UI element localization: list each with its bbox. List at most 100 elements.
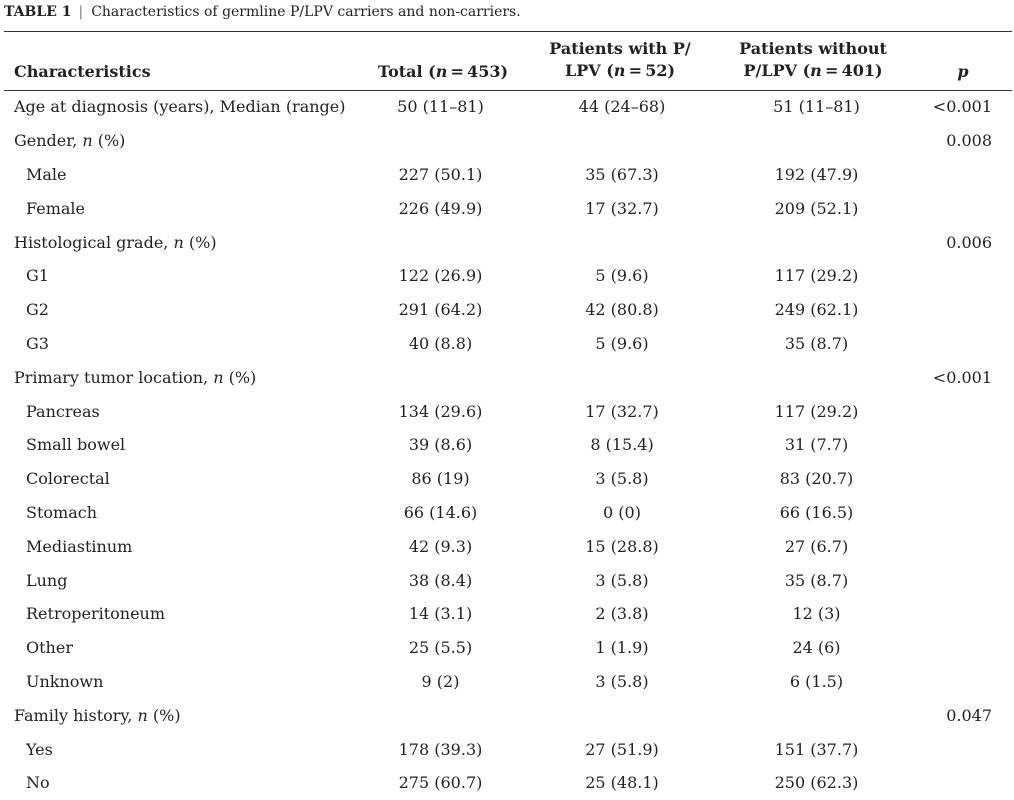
row-label-text: Lung <box>26 570 68 590</box>
cell-with-carriers: 15 (28.8) <box>585 536 659 556</box>
cell-without-carriers: 51 (11–81) <box>773 97 860 117</box>
table-body: Age at diagnosis (years), Median (range)… <box>0 90 1014 800</box>
top-rule <box>4 31 1012 32</box>
table-row: Female 226 (49.9) 17 (32.7) 209 (52.1) <box>0 191 1014 225</box>
cell-total: 291 (64.2) <box>398 300 483 320</box>
cell-without-carriers: 117 (29.2) <box>774 266 859 286</box>
row-label-text: Mediastinum <box>26 536 133 556</box>
cell-total: 40 (8.8) <box>408 333 473 353</box>
cell-with-carriers: 27 (51.9) <box>585 739 659 759</box>
table-row: G1 122 (26.9) 5 (9.6) 117 (29.2) <box>0 259 1014 293</box>
cell-p-value: 0.008 <box>946 131 992 151</box>
header-characteristics: Characteristics <box>14 62 151 81</box>
cell-with-carriers: 1 (1.9) <box>595 638 649 658</box>
row-label-n: n <box>173 232 184 252</box>
row-label: G2 <box>0 293 378 327</box>
row-label: Family history, n (%) <box>0 698 378 732</box>
cell-with-carriers: 44 (24–68) <box>578 97 666 117</box>
row-label-text: Male <box>26 164 67 184</box>
cell-without-carriers: 250 (62.3) <box>774 773 859 793</box>
cell-total: 50 (11–81) <box>397 97 484 117</box>
cell-with-carriers: 17 (32.7) <box>585 401 659 421</box>
row-label-text: Pancreas <box>26 401 100 421</box>
cell-total: 122 (26.9) <box>398 266 483 286</box>
row-label-text: Yes <box>26 739 53 759</box>
caption-separator: | <box>78 4 84 20</box>
header-with-carriers-line1: Patients with P/ <box>549 39 691 58</box>
cell-without-carriers: 27 (6.7) <box>784 536 849 556</box>
cell-total <box>378 225 503 259</box>
cell-p-value <box>892 293 1014 327</box>
cell-p-value <box>892 259 1014 293</box>
cell-p-value <box>892 394 1014 428</box>
cell-p-value <box>892 732 1014 766</box>
cell-without-carriers: 192 (47.9) <box>774 164 859 184</box>
cell-p-value <box>892 496 1014 530</box>
cell-p-value <box>892 529 1014 563</box>
header-without-carriers: Patients without P/LPV (n = 401) <box>728 38 898 82</box>
cell-with-carriers: 8 (15.4) <box>590 435 654 455</box>
cell-with-carriers <box>503 225 741 259</box>
cell-with-carriers: 17 (32.7) <box>585 198 659 218</box>
row-label: Retroperitoneum <box>0 597 378 631</box>
cell-without-carriers <box>741 225 892 259</box>
cell-with-carriers: 35 (67.3) <box>585 164 659 184</box>
row-label: Pancreas <box>0 394 378 428</box>
cell-p-value <box>892 158 1014 192</box>
cell-total: 86 (19) <box>411 469 470 489</box>
cell-total: 39 (8.6) <box>408 435 473 455</box>
cell-p-value: <0.001 <box>932 367 992 387</box>
cell-with-carriers: 0 (0) <box>603 502 641 522</box>
table-row: Mediastinum 42 (9.3) 15 (28.8) 27 (6.7) <box>0 529 1014 563</box>
table-row: G2 291 (64.2) 42 (80.8) 249 (62.1) <box>0 293 1014 327</box>
cell-p-value <box>892 327 1014 361</box>
table-row: Other 25 (5.5) 1 (1.9) 24 (6) <box>0 631 1014 665</box>
row-label-text: Histological grade, <box>14 232 174 252</box>
table-row: Gender, n (%) 0.008 <box>0 124 1014 158</box>
cell-total: 38 (8.4) <box>408 570 473 590</box>
row-label-text: Female <box>26 198 85 218</box>
header-with-carriers: Patients with P/ LPV (n = 52) <box>538 38 702 82</box>
row-label-text: Stomach <box>26 502 97 522</box>
cell-without-carriers <box>741 124 892 158</box>
cell-with-carriers: 3 (5.8) <box>595 671 649 691</box>
row-label-text: Colorectal <box>26 469 110 489</box>
caption-text: Characteristics of germline P/LPV carrie… <box>91 4 521 20</box>
table-row: Lung 38 (8.4) 3 (5.8) 35 (8.7) <box>0 563 1014 597</box>
row-label-text: Retroperitoneum <box>26 604 166 624</box>
row-label: Small bowel <box>0 428 378 462</box>
cell-p-value <box>892 428 1014 462</box>
cell-total: 227 (50.1) <box>398 164 483 184</box>
row-label: Unknown <box>0 665 378 699</box>
row-label-text: G3 <box>26 333 49 353</box>
characteristics-table: Age at diagnosis (years), Median (range)… <box>0 90 1014 800</box>
cell-total <box>378 698 503 732</box>
table-row: Colorectal 86 (19) 3 (5.8) 83 (20.7) <box>0 462 1014 496</box>
cell-p-value <box>892 631 1014 665</box>
cell-total: 14 (3.1) <box>408 604 473 624</box>
cell-total: 226 (49.9) <box>398 198 483 218</box>
row-label-text: Unknown <box>26 671 104 691</box>
cell-without-carriers: 6 (1.5) <box>789 671 844 691</box>
row-label: G3 <box>0 327 378 361</box>
cell-without-carriers: 151 (37.7) <box>774 739 859 759</box>
cell-without-carriers: 31 (7.7) <box>784 435 849 455</box>
cell-without-carriers: 35 (8.7) <box>784 333 849 353</box>
row-label: Stomach <box>0 496 378 530</box>
cell-total: 134 (29.6) <box>398 401 483 421</box>
cell-with-carriers: 25 (48.1) <box>585 773 659 793</box>
row-label: Colorectal <box>0 462 378 496</box>
cell-p-value: 0.006 <box>946 232 992 252</box>
row-label-text: Primary tumor location, <box>14 367 214 387</box>
table-label: TABLE 1 <box>4 4 72 20</box>
table-row: Retroperitoneum 14 (3.1) 2 (3.8) 12 (3) <box>0 597 1014 631</box>
cell-without-carriers: 83 (20.7) <box>779 469 854 489</box>
cell-with-carriers <box>503 124 741 158</box>
cell-p-value <box>892 766 1014 800</box>
table-row: Stomach 66 (14.6) 0 (0) 66 (16.5) <box>0 496 1014 530</box>
row-label-text: Small bowel <box>26 435 126 455</box>
cell-with-carriers: 42 (80.8) <box>585 300 659 320</box>
table-row: Unknown 9 (2) 3 (5.8) 6 (1.5) <box>0 665 1014 699</box>
header-rule <box>4 90 1012 91</box>
row-label-tail: (%) <box>223 367 257 387</box>
